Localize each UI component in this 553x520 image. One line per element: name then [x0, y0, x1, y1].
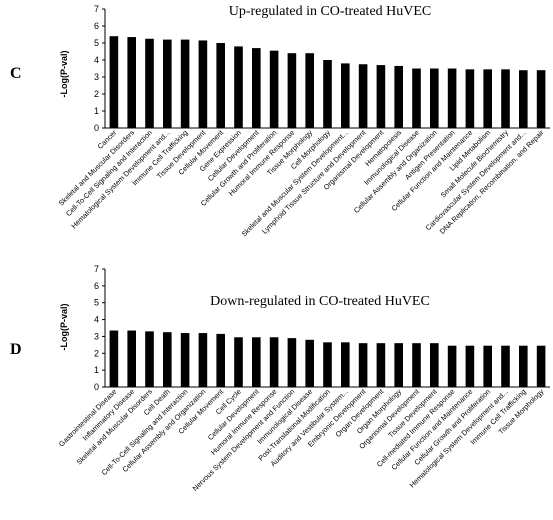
- bar: [145, 331, 154, 387]
- y-tick-label: 7: [94, 4, 99, 14]
- bar: [412, 343, 421, 387]
- y-axis-label-c: -Log(P-val): [59, 51, 69, 98]
- bar: [127, 330, 136, 387]
- bar: [501, 69, 510, 128]
- bar: [394, 65, 403, 128]
- bar: [358, 64, 368, 128]
- y-tick-label: 4: [94, 315, 99, 325]
- y-tick-label: 2: [94, 89, 99, 99]
- bar: [447, 68, 457, 128]
- y-tick-label: 5: [94, 298, 99, 308]
- chart-title-d: Down-regulated in CO-treated HuVEC: [210, 294, 430, 309]
- bar: [430, 343, 439, 387]
- bar: [234, 337, 243, 387]
- bar: [180, 39, 190, 128]
- bar: [127, 37, 136, 128]
- bar: [198, 333, 208, 387]
- bar: [305, 53, 314, 129]
- bar: [536, 345, 546, 387]
- bar: [163, 39, 172, 128]
- bar: [358, 343, 368, 387]
- bar: [465, 345, 475, 387]
- bar: [536, 70, 546, 128]
- bar: [145, 38, 154, 128]
- bar: [323, 60, 332, 128]
- bar: [323, 342, 332, 387]
- bar: [341, 342, 350, 387]
- bar: [180, 333, 190, 387]
- chart-title-c: Up-regulated in CO-treated HuVEC: [229, 4, 432, 19]
- bar: [483, 345, 492, 387]
- bar: [465, 69, 475, 128]
- y-tick-label: 6: [94, 281, 99, 291]
- y-tick-label: 7: [94, 264, 99, 274]
- bar: [216, 333, 225, 387]
- bar: [287, 338, 297, 387]
- bar: [412, 68, 421, 128]
- y-tick-label: 6: [94, 21, 99, 31]
- y-tick-label: 3: [94, 331, 99, 341]
- y-tick-label: 0: [94, 382, 99, 392]
- y-tick-label: 4: [94, 55, 99, 65]
- bar: [216, 43, 225, 128]
- y-tick-label: 1: [94, 365, 99, 375]
- y-tick-label: 1: [94, 106, 99, 116]
- bar: [198, 40, 208, 129]
- y-tick-label: 3: [94, 72, 99, 82]
- y-tick-label: 5: [94, 38, 99, 48]
- y-tick-label: 0: [94, 123, 99, 133]
- y-axis-label-d: -Log(P-val): [59, 304, 69, 351]
- y-ticks-d: 0 1 2 3 4 5 6 7: [94, 264, 105, 392]
- bar: [519, 70, 528, 128]
- bar: [287, 53, 297, 129]
- panel-letter-d: D: [10, 341, 22, 358]
- bar: [305, 339, 314, 387]
- bar: [376, 65, 386, 128]
- panel-letter-c: C: [10, 65, 22, 82]
- bar: [519, 345, 528, 387]
- bar: [501, 345, 510, 387]
- panel-c: C Up-regulated in CO-treated HuVEC -Log(…: [10, 4, 550, 238]
- bar: [430, 68, 439, 128]
- bar: [109, 36, 119, 129]
- bar: [109, 330, 119, 387]
- panel-d: D Down-regulated in CO-treated HuVEC -Lo…: [10, 264, 550, 493]
- bar: [483, 69, 492, 128]
- bar: [252, 337, 261, 387]
- bar: [376, 343, 386, 387]
- bar: [341, 63, 350, 128]
- bar: [269, 50, 279, 128]
- y-ticks-c: 0 1 2 3 4 5 6 7: [94, 4, 105, 133]
- bar: [447, 345, 457, 387]
- bar: [163, 332, 172, 387]
- bars-c: [105, 36, 550, 129]
- bar: [252, 48, 261, 128]
- bar: [234, 46, 243, 128]
- bar: [269, 337, 279, 387]
- bar: [394, 343, 403, 387]
- bars-d: [105, 330, 550, 388]
- y-tick-label: 2: [94, 348, 99, 358]
